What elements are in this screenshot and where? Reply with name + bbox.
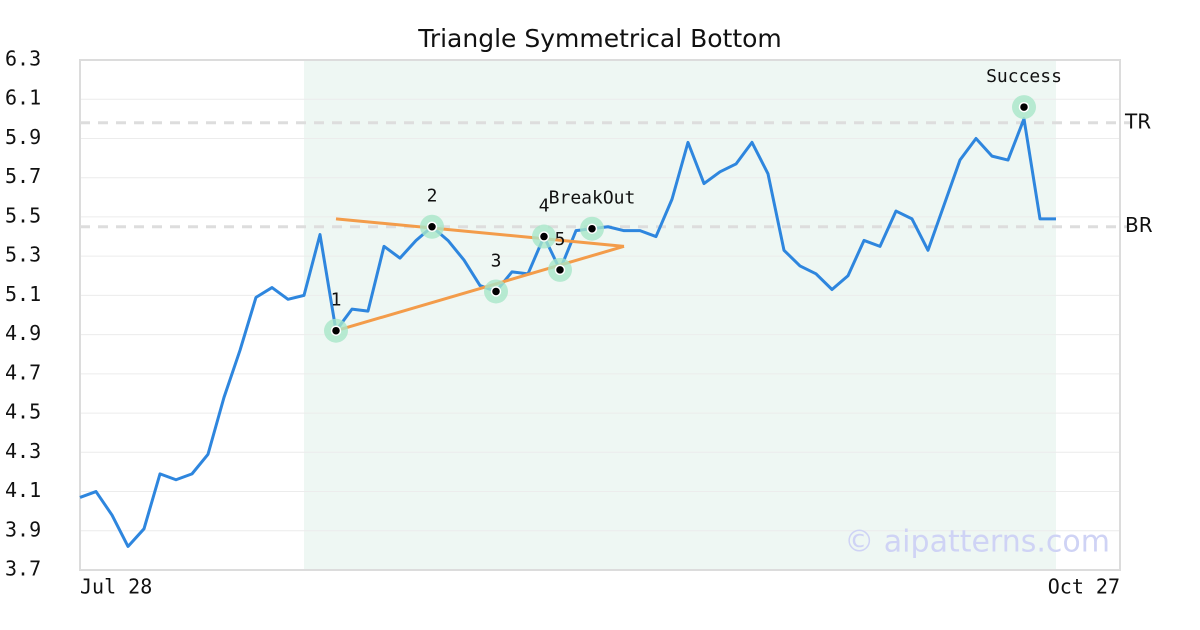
level-label: BR	[1125, 213, 1153, 237]
y-tick-label: 3.7	[5, 557, 41, 581]
y-tick-label: 6.1	[5, 86, 41, 110]
marker-dot	[554, 264, 566, 276]
marker-label: 3	[491, 250, 502, 271]
chart-title: Triangle Symmetrical Bottom	[417, 24, 782, 53]
marker-dot	[330, 325, 342, 336]
marker-label: 5	[555, 229, 566, 250]
watermark: © aipatterns.com	[844, 525, 1110, 560]
marker-label: 2	[427, 186, 438, 207]
y-tick-label: 4.1	[5, 478, 41, 502]
marker-label: 4	[539, 196, 550, 217]
y-tick-label: 4.3	[5, 439, 41, 463]
marker-label: 1	[331, 290, 342, 311]
y-tick-label: 4.9	[5, 321, 41, 345]
trend-line	[335, 217, 625, 248]
y-tick-label: 5.7	[5, 164, 41, 188]
marker-dot	[586, 223, 598, 234]
y-tick-label: 4.5	[5, 400, 41, 424]
y-tick-label: 6.3	[5, 47, 41, 71]
trend-line	[335, 244, 625, 333]
marker-label: Success	[986, 66, 1062, 87]
y-tick-label: 5.3	[5, 243, 41, 267]
marker-dot	[426, 221, 438, 232]
y-tick-label: 5.1	[5, 282, 41, 306]
x-tick-label: Jul 28	[80, 575, 152, 599]
y-tick-label: 5.5	[5, 203, 41, 227]
y-tick-label: 3.9	[5, 517, 41, 541]
marker-dot	[538, 231, 550, 242]
plot-border	[79, 59, 1121, 571]
marker-label: BreakOut	[549, 188, 636, 209]
x-tick-label: Oct 27	[1048, 575, 1120, 599]
y-tick-label: 5.9	[5, 125, 41, 149]
marker-dot	[490, 286, 502, 297]
y-tick-label: 4.7	[5, 360, 41, 384]
level-label: TR	[1124, 109, 1151, 133]
shaded-region	[304, 60, 1056, 570]
marker-dot	[1018, 101, 1030, 113]
price-line	[79, 117, 1056, 548]
